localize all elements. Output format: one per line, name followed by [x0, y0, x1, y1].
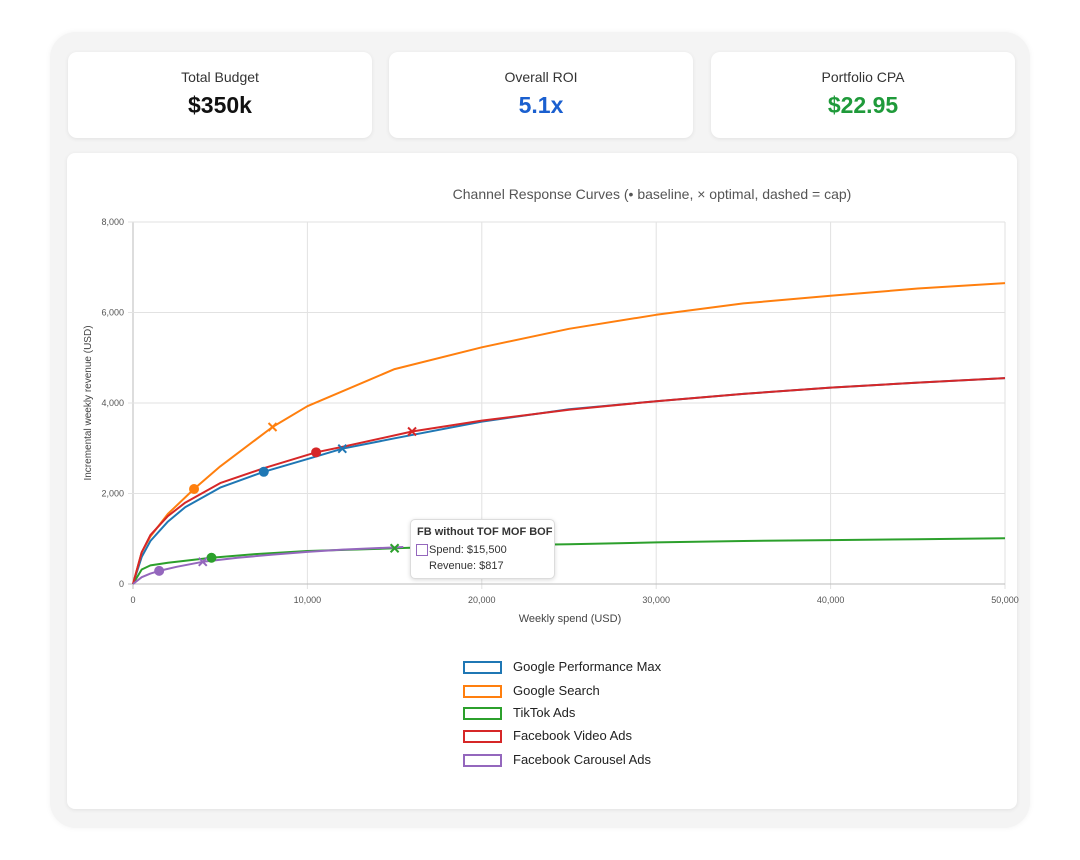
tooltip-revenue: Revenue: $817	[429, 560, 504, 572]
legend-label: TikTok Ads	[513, 705, 576, 720]
y-tick-label: 6,000	[101, 308, 124, 318]
baseline-marker[interactable]	[258, 466, 269, 477]
legend-swatch	[463, 730, 502, 743]
optimal-marker[interactable]	[389, 543, 400, 553]
optimal-marker[interactable]	[407, 426, 417, 437]
tooltip-series-swatch	[416, 544, 428, 556]
legend-label: Facebook Carousel Ads	[513, 752, 652, 767]
optimal-marker[interactable]	[198, 557, 208, 567]
legend-item-facebook-carousel-ads[interactable]: Facebook Carousel Ads	[463, 752, 723, 767]
legend-swatch	[463, 661, 502, 674]
legend-swatch	[463, 685, 502, 698]
kpi-value: $350k	[188, 92, 252, 118]
baseline-marker[interactable]	[311, 447, 322, 458]
baseline-marker[interactable]	[206, 552, 217, 563]
tooltip-spend: Spend: $15,500	[429, 544, 507, 556]
optimal-marker[interactable]	[337, 443, 347, 454]
kpi-card-total-budget: Total Budget $350k	[68, 52, 372, 138]
kpi-label: Portfolio CPA	[821, 69, 905, 85]
y-tick-label: 2,000	[101, 489, 124, 499]
x-tick-label: 10,000	[294, 595, 322, 605]
kpi-label: Total Budget	[181, 69, 259, 85]
legend-label: Google Performance Max	[513, 659, 662, 674]
optimal-marker[interactable]	[267, 422, 278, 432]
legend-label: Facebook Video Ads	[513, 728, 633, 743]
y-tick-label: 8,000	[101, 217, 124, 227]
legend-swatch	[463, 707, 502, 720]
legend-label: Google Search	[513, 683, 600, 698]
baseline-marker[interactable]	[189, 483, 200, 494]
series-line	[132, 377, 1006, 585]
x-tick-label: 50,000	[991, 595, 1019, 605]
grid	[128, 221, 1006, 589]
chart-title: Channel Response Curves (• baseline, × o…	[453, 186, 852, 202]
x-axis-label: Weekly spend (USD)	[519, 613, 622, 625]
legend-item-tiktok-ads[interactable]: TikTok Ads	[463, 705, 723, 720]
x-tick-label: 0	[130, 595, 135, 605]
tooltip-title: FB without TOF MOF BOF	[417, 526, 553, 538]
y-tick-label: 4,000	[101, 398, 124, 408]
y-tick-label: 0	[119, 579, 124, 589]
series-line	[132, 537, 1006, 585]
baseline-marker[interactable]	[154, 565, 165, 576]
legend-swatch	[463, 754, 502, 767]
x-tick-label: 20,000	[468, 595, 496, 605]
legend-item-google-search[interactable]: Google Search	[463, 683, 723, 698]
y-axis-label: Incremental weekly revenue (USD)	[83, 325, 94, 480]
kpi-card-portfolio-cpa: Portfolio CPA $22.95	[711, 52, 1015, 138]
x-tick-label: 40,000	[817, 595, 845, 605]
tick-labels: 0 10,000 20,000 30,000 40,000 50,000 0 2,000 4,0…	[101, 217, 1018, 605]
kpi-value: $22.95	[827, 92, 899, 118]
legend-item-facebook-video-ads[interactable]: Facebook Video Ads	[463, 728, 723, 743]
series-markers[interactable]	[154, 422, 417, 576]
kpi-label: Overall ROI	[504, 69, 578, 85]
kpi-value: 5.1x	[518, 92, 564, 118]
legend-item-google-performance-max[interactable]: Google Performance Max	[463, 659, 723, 674]
kpi-card-overall-roi: Overall ROI 5.1x	[389, 52, 693, 138]
series-lines	[132, 282, 1006, 585]
x-tick-label: 30,000	[642, 595, 670, 605]
chart-tooltip: FB without TOF MOF BOF Spend: $15,500 Re…	[410, 519, 555, 579]
